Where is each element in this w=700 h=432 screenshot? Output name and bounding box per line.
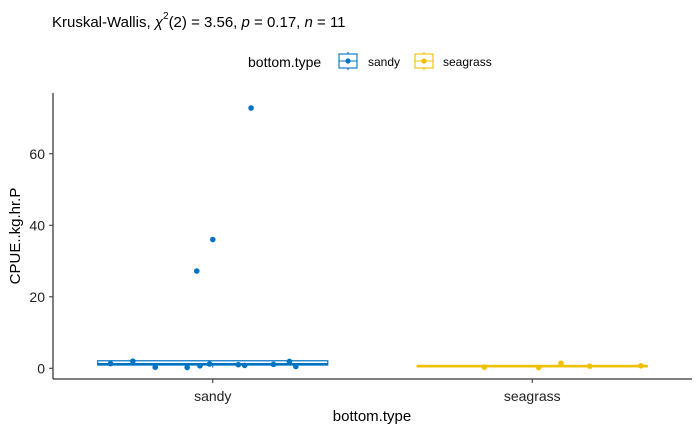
legend-sandy-point xyxy=(345,58,351,64)
point-sandy xyxy=(248,105,254,111)
title-superscript: 2 xyxy=(163,11,169,22)
y-tick-label: 40 xyxy=(29,217,45,233)
point-sandy xyxy=(286,358,293,365)
title-p-value: = 0.17, xyxy=(250,14,305,31)
point-sandy xyxy=(107,360,114,367)
chart-title: Kruskal-Wallis, χ2(2) = 3.56, p = 0.17, … xyxy=(52,11,346,31)
y-tick-label: 60 xyxy=(29,146,45,162)
title-chi-symbol: χ xyxy=(153,14,164,31)
point-sandy xyxy=(293,363,299,370)
x-axis-title: bottom.type xyxy=(333,408,411,425)
title-n-symbol: n xyxy=(305,14,313,31)
point-sandy xyxy=(206,361,213,367)
legend-key-sandy xyxy=(338,52,358,70)
point-seagrass xyxy=(638,362,644,369)
point-sandy xyxy=(184,364,190,371)
x-tick-label: sandy xyxy=(194,388,231,404)
point-sandy xyxy=(197,362,203,369)
y-ticks: 0 20 40 60 xyxy=(29,146,53,376)
point-seagrass xyxy=(535,364,542,371)
point-seagrass xyxy=(586,363,593,369)
point-sandy xyxy=(152,364,159,371)
title-df: (2) = 3.56, xyxy=(169,14,242,31)
legend-label-seagrass: seagrass xyxy=(443,55,492,69)
y-tick-label: 0 xyxy=(37,360,45,376)
title-p-symbol: p xyxy=(241,14,250,31)
box-iqr xyxy=(97,360,329,366)
title-n-value: = 11 xyxy=(313,14,346,31)
y-axis-title: CPUE..kg.hr.P xyxy=(7,188,24,285)
point-sandy xyxy=(270,361,277,368)
point-seagrass xyxy=(558,360,564,367)
y-tick-label: 20 xyxy=(29,289,45,305)
x-tick-label: seagrass xyxy=(504,388,561,404)
legend-key-seagrass xyxy=(414,52,434,70)
legend: bottom.type sandy seagrass xyxy=(248,52,492,70)
point-sandy xyxy=(235,361,242,368)
point-seagrass xyxy=(481,364,488,371)
legend-title: bottom.type xyxy=(248,54,321,70)
point-sandy xyxy=(193,268,200,274)
point-sandy xyxy=(209,236,216,243)
plot-area xyxy=(97,105,648,371)
point-sandy xyxy=(130,358,136,364)
point-sandy xyxy=(241,362,248,369)
box-seagrass xyxy=(416,364,648,368)
title-prefix: Kruskal-Wallis, xyxy=(52,14,155,31)
x-ticks: sandy seagrass xyxy=(194,379,561,404)
legend-label-sandy: sandy xyxy=(368,55,400,69)
legend-seagrass-point xyxy=(421,58,427,64)
